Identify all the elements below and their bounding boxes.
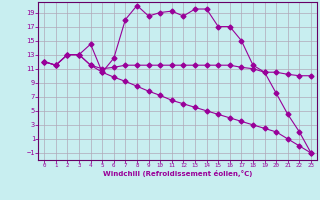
X-axis label: Windchill (Refroidissement éolien,°C): Windchill (Refroidissement éolien,°C) — [103, 170, 252, 177]
